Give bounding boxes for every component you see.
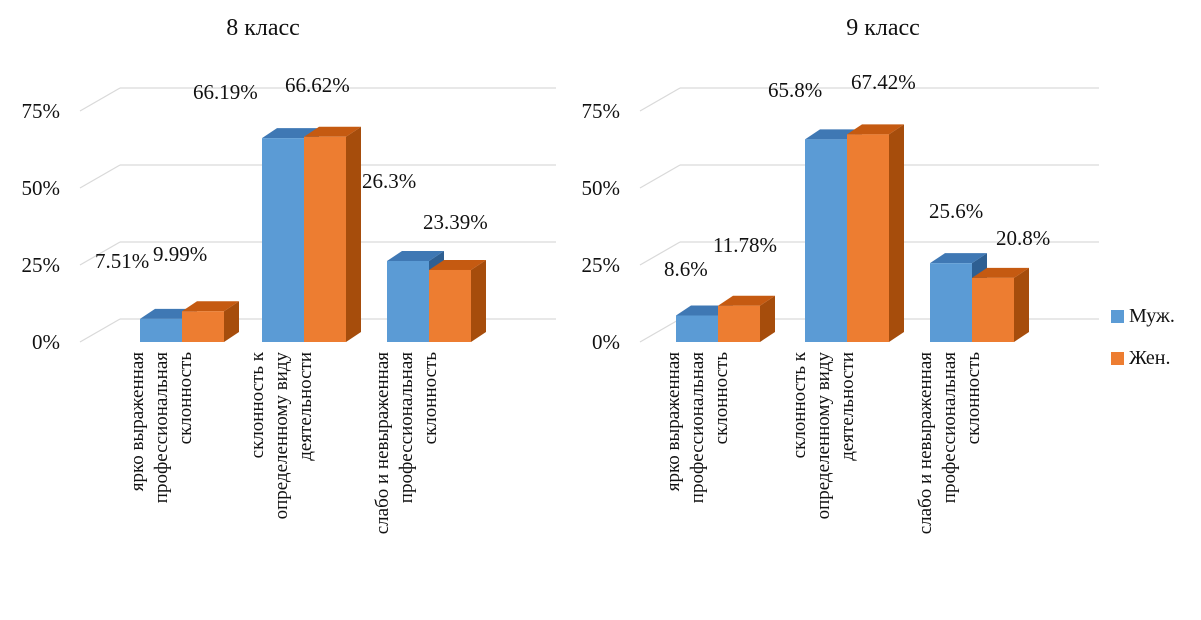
legend-label: Муж.: [1129, 305, 1175, 327]
y-tick-label: 25%: [582, 253, 621, 277]
bar-side: [346, 126, 361, 343]
data-label: 9.99%: [153, 242, 207, 266]
chart-title: 8 класс: [226, 15, 300, 41]
category-label: слабо и невыраженная профессиональная скло…: [915, 352, 984, 535]
gridline-diagonal: [79, 87, 121, 112]
bar: [930, 263, 972, 342]
data-label: 7.51%: [95, 249, 149, 273]
bar: [972, 277, 1014, 342]
category-label-line: склонность к: [247, 351, 268, 458]
category-label-line: профессиональная: [151, 352, 172, 503]
chart-2: 9 класс 0% 25% 50% 75% 8.6% 65.8% 25.6% 11.78% 67…: [582, 15, 1099, 535]
y-tick-label: 50%: [22, 176, 61, 200]
data-label: 8.6%: [664, 257, 708, 281]
bar-top: [930, 253, 987, 264]
category-label-line: склонность: [963, 352, 984, 445]
gridline-diagonal: [639, 87, 681, 112]
bar: [304, 136, 346, 342]
data-label: 11.78%: [713, 233, 777, 257]
category-label-line: склонность: [420, 352, 441, 445]
category-label-line: склонность к: [789, 351, 810, 458]
bar: [847, 134, 889, 342]
bar: [676, 315, 718, 342]
y-tick-label: 25%: [22, 253, 61, 277]
data-label: 66.62%: [285, 73, 350, 97]
bar-side: [471, 259, 486, 342]
y-tick-label: 75%: [582, 99, 621, 123]
gridline-diagonal: [639, 318, 681, 343]
category-label-line: склонность: [711, 352, 732, 445]
category-label-line: слабо и невыраженная: [915, 352, 936, 535]
bar: [387, 260, 429, 342]
bar-top: [718, 295, 775, 306]
bar: [140, 318, 182, 342]
gridline-diagonal: [79, 164, 121, 189]
y-tick-label: 0%: [592, 330, 620, 354]
bar: [182, 311, 224, 342]
category-label: склонность к определенному виду деятельнос…: [789, 351, 858, 519]
bar-side: [889, 124, 904, 342]
chart-title: 9 класс: [846, 15, 920, 41]
legend-label: Жен.: [1129, 347, 1170, 369]
data-label: 20.8%: [996, 226, 1050, 250]
y-tick-label: 50%: [582, 176, 621, 200]
bar-top: [262, 128, 319, 139]
category-label-line: склонность: [175, 352, 196, 445]
category-label: ярко выраженная профессиональная склонност…: [127, 352, 196, 504]
data-label: 26.3%: [362, 169, 416, 193]
data-label: 65.8%: [768, 78, 822, 102]
category-label-line: деятельности: [295, 352, 316, 461]
legend-swatch: [1111, 310, 1124, 323]
bar-top: [429, 259, 486, 270]
bar-side: [224, 301, 239, 342]
data-label: 66.19%: [193, 80, 258, 104]
bar-top: [182, 301, 239, 312]
y-tick-label: 0%: [32, 330, 60, 354]
category-label-line: ярко выраженная: [127, 352, 148, 492]
bar-side: [760, 295, 775, 342]
gridline-diagonal: [79, 318, 121, 343]
bar-top: [387, 250, 444, 261]
data-label: 67.42%: [851, 70, 916, 94]
data-label: 25.6%: [929, 199, 983, 223]
category-label-line: ярко выраженная: [663, 352, 684, 492]
category-label-line: слабо и невыраженная: [372, 352, 393, 535]
gridline-diagonal: [639, 164, 681, 189]
bar-top: [847, 124, 904, 135]
gridline-diagonal: [639, 241, 681, 266]
chart-1: 8 класс 0% 25% 50% 75% 7.51% 66.19% 26.3% 9.99% 6…: [22, 15, 556, 535]
bar: [718, 305, 760, 342]
bar-top: [304, 126, 361, 137]
category-label: ярко выраженная профессиональная склонност…: [663, 352, 732, 504]
data-label: 23.39%: [423, 210, 488, 234]
y-tick-label: 75%: [22, 99, 61, 123]
gridline-diagonal: [79, 241, 121, 266]
category-label-line: профессиональная: [687, 352, 708, 503]
bar: [805, 139, 847, 342]
category-label-line: профессиональная: [939, 352, 960, 503]
bar: [429, 269, 471, 342]
category-label-line: профессиональная: [396, 352, 417, 503]
category-label-line: определенному виду: [271, 352, 292, 520]
bar-side: [1014, 267, 1029, 342]
bar: [262, 138, 304, 342]
category-label: слабо и невыраженная профессиональная скло…: [372, 352, 441, 535]
bar-top: [972, 267, 1029, 278]
category-label: склонность к определенному виду деятельнос…: [247, 351, 316, 519]
legend-swatch: [1111, 352, 1124, 365]
category-label-line: определенному виду: [813, 352, 834, 520]
category-label-line: деятельности: [837, 352, 858, 461]
